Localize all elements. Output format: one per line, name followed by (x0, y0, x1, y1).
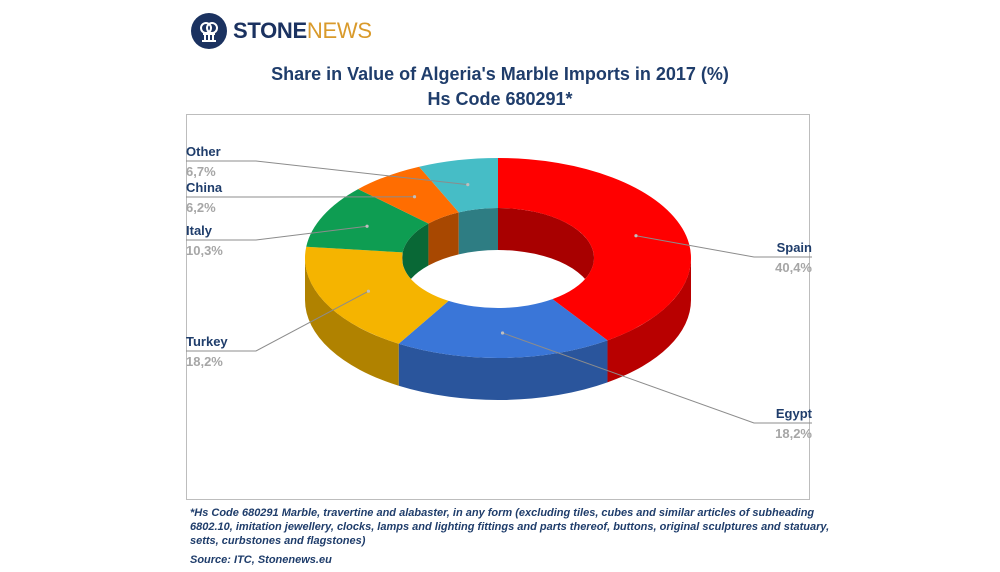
leader-line-other (186, 160, 468, 186)
slice-egypt (398, 299, 608, 358)
label-name-italy: Italy (186, 223, 213, 238)
leader-line-egypt (502, 332, 812, 424)
slice-italy (306, 189, 429, 253)
slice-other (419, 158, 498, 213)
logo-badge-icon (191, 13, 227, 49)
label-name-egypt: Egypt (776, 406, 813, 421)
chart-subtitle: Hs Code 680291* (427, 89, 573, 109)
slice-inner-wall-spain (498, 208, 594, 300)
leader-dot-china (412, 195, 417, 199)
label-value-china: 6,2% (186, 200, 216, 215)
label-name-other: Other (186, 144, 221, 159)
leader-dot-spain (634, 234, 638, 238)
slice-turkey (304, 246, 449, 344)
leader-line-spain (635, 235, 812, 258)
leader-dot-turkey (366, 289, 371, 293)
slice-spain (498, 158, 691, 341)
brand-wordmark: STONENEWS (233, 18, 372, 44)
slice-inner-wall-italy (402, 223, 429, 295)
brand-part2: NEWS (306, 18, 372, 43)
plot-area-frame (186, 114, 810, 500)
leader-dot-italy (365, 224, 369, 228)
slice-inner-wall-other (458, 208, 498, 255)
label-value-turkey: 18,2% (186, 354, 223, 369)
label-name-turkey: Turkey (186, 334, 228, 349)
slice-outer-wall-spain (607, 258, 691, 383)
source-note: Source: ITC, Stonenews.eu (190, 554, 332, 566)
leader-dot-other (466, 183, 470, 187)
label-value-italy: 10,3% (186, 243, 223, 258)
label-name-china: China (186, 180, 223, 195)
leader-line-italy (186, 225, 368, 241)
label-value-egypt: 18,2% (775, 426, 812, 441)
brand-part1: STONE (233, 18, 307, 43)
slice-china (358, 166, 459, 224)
leader-line-turkey (186, 290, 369, 352)
chart-title: Share in Value of Algeria's Marble Impor… (271, 64, 729, 84)
footnote: *Hs Code 680291 Marble, travertine and a… (190, 507, 830, 547)
label-value-spain: 40,4% (775, 260, 812, 275)
label-value-other: 6,7% (186, 164, 216, 179)
slice-outer-wall-turkey (305, 258, 399, 386)
leader-dot-egypt (500, 331, 505, 335)
label-name-spain: Spain (777, 240, 812, 255)
slice-inner-wall-china (428, 212, 459, 266)
brand-logo: STONENEWS (191, 12, 372, 50)
slice-outer-wall-egypt (398, 340, 608, 400)
